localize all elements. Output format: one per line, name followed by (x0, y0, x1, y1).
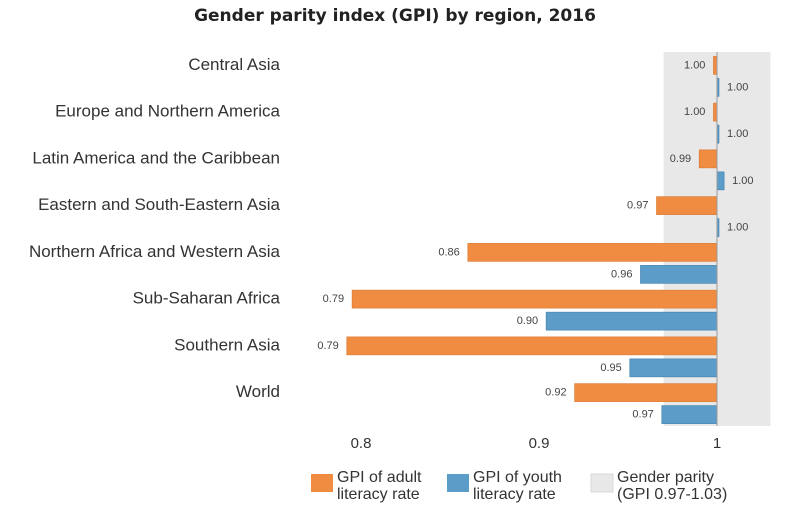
legend-text: (GPI 0.97-1.03) (617, 486, 727, 503)
adult-literacy-bar (656, 196, 718, 215)
adult-literacy-bar (346, 336, 718, 356)
adult-literacy-bar (351, 289, 718, 309)
category-label: World (236, 382, 280, 401)
legend-text: literacy rate (337, 486, 420, 503)
youth-literacy-bar (640, 265, 718, 284)
adult-literacy-bar (713, 56, 718, 75)
data-label: 1.00 (684, 106, 705, 118)
youth-literacy-bar (629, 358, 718, 378)
category-label: Sub-Saharan Africa (133, 289, 281, 308)
chart-title: Gender parity index (GPI) by region, 201… (194, 6, 596, 26)
data-label: 0.95 (600, 362, 621, 374)
x-tick-label: 0.8 (351, 435, 372, 452)
category-label: Eastern and South-Eastern Asia (38, 195, 280, 214)
adult-literacy-bar (574, 383, 718, 402)
legend-item: Gender parity(GPI 0.97-1.03) (590, 469, 727, 503)
adult-literacy-bar (467, 243, 718, 262)
category-label: Central Asia (188, 55, 280, 74)
legend-text: literacy rate (473, 486, 556, 503)
x-tick-label: 1 (713, 435, 721, 452)
category-label: Southern Asia (174, 335, 280, 354)
data-label: 0.96 (611, 268, 632, 280)
data-label: 0.79 (323, 293, 344, 305)
data-label: 0.99 (670, 153, 691, 165)
legend-swatch (447, 474, 469, 492)
category-label: Latin America and the Caribbean (32, 148, 280, 167)
adult-literacy-bar (698, 149, 718, 169)
category-label: Europe and Northern America (55, 102, 280, 121)
data-label: 0.86 (438, 246, 459, 258)
data-label: 1.00 (727, 128, 748, 140)
data-label: 1.00 (727, 222, 748, 234)
youth-literacy-bar (716, 171, 725, 191)
x-tick-label: 0.9 (529, 435, 550, 452)
legend-swatch (590, 473, 614, 493)
data-label: 0.97 (627, 200, 648, 212)
youth-literacy-bar (661, 405, 718, 424)
data-label: 0.97 (632, 409, 653, 421)
data-label: 0.92 (545, 387, 566, 399)
legend-text: GPI of adult (337, 469, 422, 486)
category-label: Northern Africa and Western Asia (29, 242, 281, 261)
data-label: 1.00 (732, 175, 753, 187)
data-label: 0.90 (517, 315, 538, 327)
data-label: 1.00 (727, 81, 748, 93)
data-label: 0.79 (317, 340, 338, 352)
legend-text: Gender parity (617, 469, 714, 486)
legend-swatch (311, 474, 333, 492)
youth-literacy-bar (545, 311, 718, 331)
adult-literacy-bar (713, 102, 718, 122)
data-label: 1.00 (684, 59, 705, 71)
legend-text: GPI of youth (473, 469, 562, 486)
